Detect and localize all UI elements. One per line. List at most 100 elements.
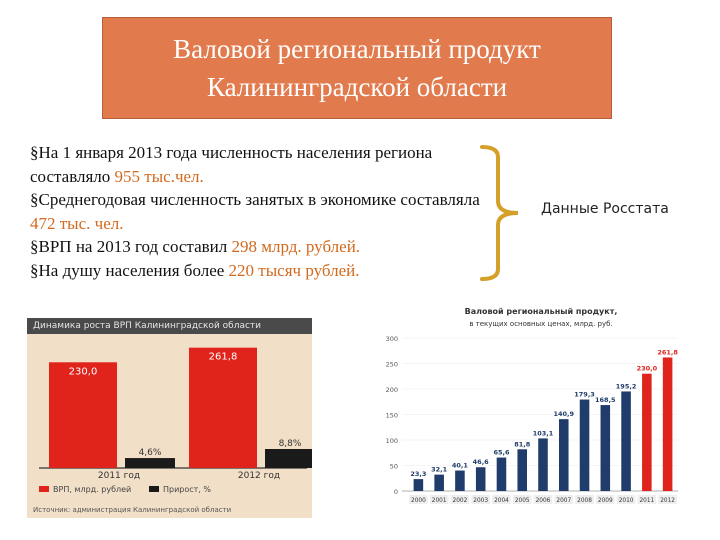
x-tick-label: 2007 [556, 498, 571, 504]
bullet-list: §На 1 января 2013 года численность насел… [30, 141, 490, 282]
x-tick-label: 2010 [619, 498, 634, 504]
bullet-value: 298 млрд. рублей. [231, 237, 361, 256]
bullet-text: На душу населения более [38, 260, 229, 280]
bar-value-label: 140,9 [553, 410, 574, 418]
bullet-employment: §Среднегодовая численность занятых в эко… [30, 188, 490, 235]
title-line-1: Валовой региональный продукт [173, 34, 541, 64]
title-line-2: Калининградской области [206, 72, 508, 102]
bar-value-label: 230,0 [637, 365, 658, 373]
title-banner: Валовой региональный продукт Калининград… [102, 17, 612, 119]
bullet-marker: § [30, 143, 39, 162]
legend-label: ВРП, млрд. рублей [53, 485, 131, 494]
grp-history-chart-svg: Валовой региональный продукт, в текущих о… [386, 307, 678, 504]
bullet-grp: §ВРП на 2013 год составил 298 млрд. рубл… [30, 235, 490, 259]
legend-swatch-grp [39, 486, 49, 492]
x-tick-label-bg [512, 495, 532, 504]
x-tick-label-bg [409, 495, 428, 504]
x-tick-label: 2006 [536, 498, 551, 504]
x-tick-label-bg [429, 495, 449, 504]
x-tick-label: 2002 [453, 498, 468, 504]
x-tick-label-bg [533, 495, 553, 504]
bar-grp-year [600, 405, 611, 491]
source-note: Данные Росстата [541, 201, 669, 217]
bar-value-label: 195,2 [616, 382, 637, 390]
x-tick-label-bg [492, 495, 511, 504]
bar-value-label: 81,8 [514, 440, 531, 448]
bar-grp-year [579, 399, 590, 491]
bar-value-label: 261,8 [209, 352, 238, 363]
bar-grp-year [413, 479, 424, 491]
bar-grp-year [558, 419, 569, 491]
y-tick-label: 250 [386, 361, 398, 369]
bar-grp-year [642, 373, 652, 491]
bar-grp-year [434, 474, 444, 491]
bar-grp-year [475, 467, 486, 491]
bar-value-label: 103,1 [533, 429, 554, 437]
bar-grp-year [538, 438, 548, 491]
bullet-text: На 1 января 2013 года численность населе… [30, 143, 433, 186]
bullet-value: 472 тыс. чел. [30, 213, 124, 233]
x-tick-label-bg [554, 495, 574, 504]
x-tick-label-bg [658, 495, 677, 504]
y-tick-label: 0 [394, 488, 398, 496]
x-tick-label-bg [616, 495, 636, 504]
grp-history-chart: Валовой региональный продукт, в текущих о… [378, 300, 683, 515]
chart-title: Валовой региональный продукт, [465, 307, 618, 316]
right-brace-icon [480, 145, 519, 281]
x-tick-label: 2011 [639, 498, 654, 504]
bar-growth [265, 449, 312, 468]
bullet-value: 220 тысяч рублей. [228, 260, 360, 280]
chart-footer: Источник: администрация Калининградской … [33, 506, 231, 514]
x-tick-label: 2005 [515, 498, 530, 504]
y-tick-label: 200 [386, 386, 398, 394]
bar-value-label: 4,6% [139, 448, 162, 458]
bar-grp [49, 362, 117, 468]
chart-title: Динамика роста ВРП Калининградской облас… [27, 318, 312, 334]
bar-value-label: 23,3 [410, 470, 426, 478]
y-tick-label: 300 [386, 335, 398, 343]
bullet-population: §На 1 января 2013 года численность насел… [30, 141, 490, 188]
y-tick-label: 150 [386, 412, 398, 420]
bullet-text: ВРП на 2013 год составил [38, 237, 232, 256]
x-tick-label-bg [595, 495, 615, 504]
bullet-marker: § [30, 190, 39, 209]
bar-grp-year [517, 449, 528, 491]
bar-grp [189, 347, 257, 468]
x-tick-label: 2012 [660, 498, 675, 504]
x-tick-label: 2001 [432, 498, 447, 504]
legend-label: Прирост, % [163, 485, 211, 494]
x-tick-label-bg [637, 495, 657, 504]
bullet-marker: § [30, 237, 39, 256]
bullet-value: 955 тыс.чел. [114, 166, 204, 186]
bar-grp-year [455, 470, 465, 491]
bar-value-label: 230,0 [69, 366, 98, 377]
bar-value-label: 8,8% [279, 439, 302, 449]
bar-value-label: 40,1 [452, 462, 469, 470]
x-tick-label: 2011 год [98, 471, 140, 481]
bar-value-label: 65,6 [493, 449, 510, 457]
bar-value-label: 46,6 [473, 458, 490, 466]
bar-growth [125, 458, 175, 468]
bullet-marker: § [30, 260, 39, 280]
x-tick-label: 2003 [473, 498, 488, 504]
x-tick-label: 2004 [494, 498, 509, 504]
x-tick-label-bg [575, 495, 594, 504]
bar-value-label: 168,5 [595, 396, 616, 404]
x-tick-label: 2009 [598, 498, 613, 504]
bar-grp-year [662, 357, 673, 491]
bar-value-label: 261,8 [657, 348, 678, 356]
x-tick-label-bg [471, 495, 491, 504]
chart-subtitle: в текущих основных ценах, млрд. руб. [469, 320, 612, 328]
bullet-text: Среднегодовая численность занятых в экон… [38, 190, 480, 209]
bar-value-label: 32,1 [431, 466, 448, 474]
x-tick-label: 2012 год [238, 471, 280, 481]
grp-growth-chart-svg: 230,0 4,6% 2011 год 261,8 8,8% 2012 год ВРП, м… [33, 347, 312, 514]
x-tick-label: 2008 [577, 498, 592, 504]
y-tick-label: 100 [386, 437, 398, 445]
x-tick-label-bg [450, 495, 470, 504]
bar-grp-year [621, 391, 631, 491]
x-tick-label: 2000 [411, 498, 426, 504]
bullet-per-capita: §На душу населения более 220 тысяч рубле… [30, 259, 490, 283]
grp-growth-chart: Динамика роста ВРП Калининградской облас… [27, 318, 312, 518]
bar-value-label: 179,3 [574, 391, 595, 399]
